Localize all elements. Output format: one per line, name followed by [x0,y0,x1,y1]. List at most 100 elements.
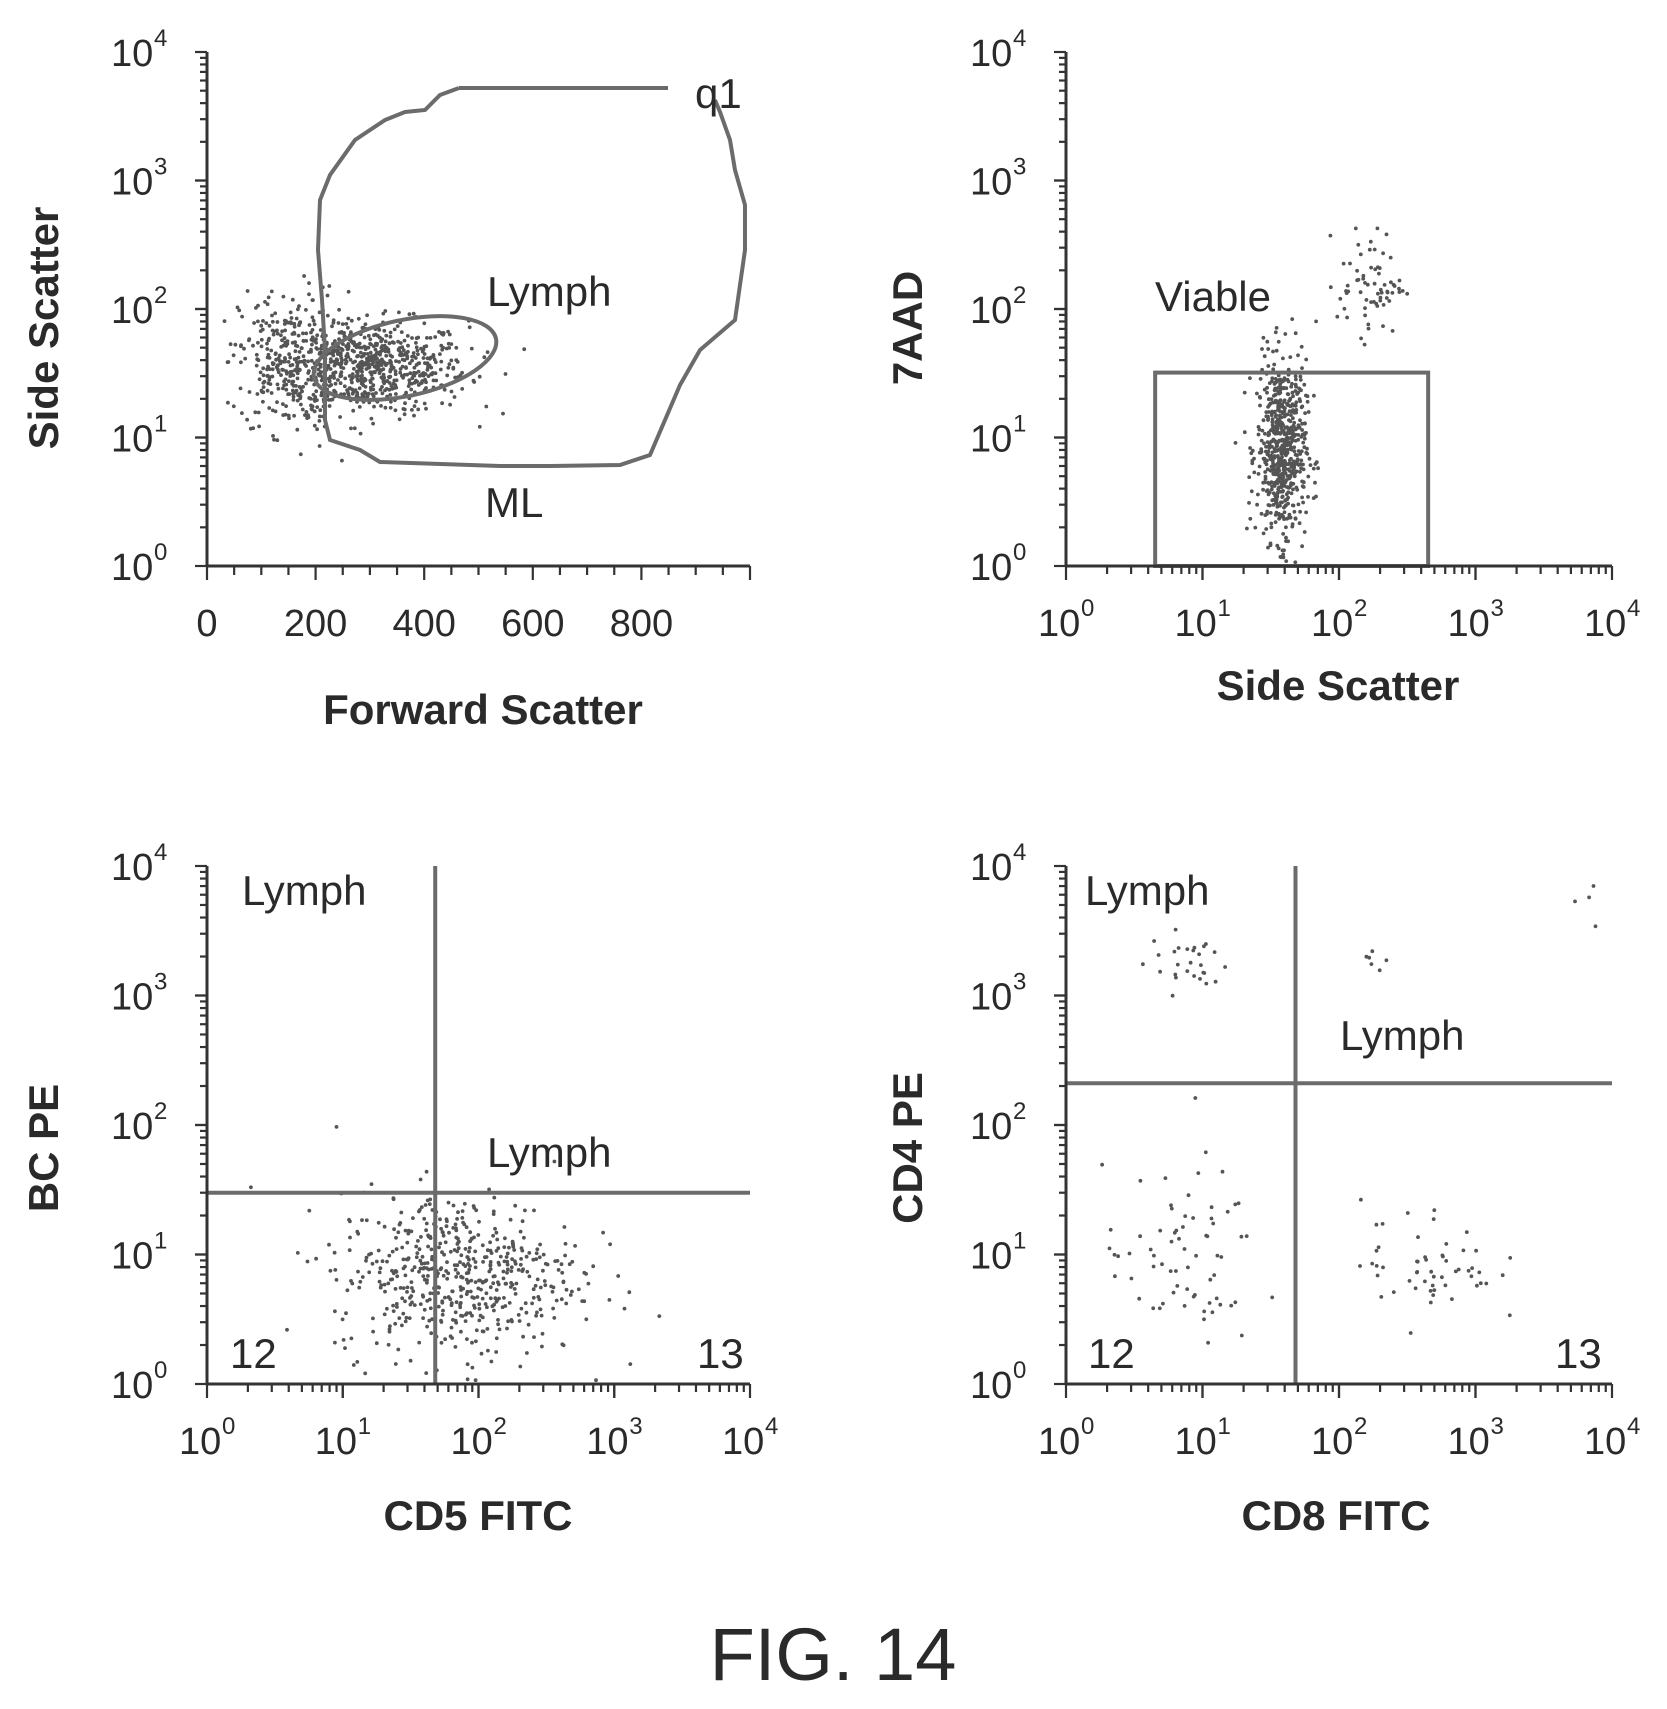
x-axis-title: CD8 FITC [1242,1492,1431,1539]
scatter-point [1298,509,1302,514]
scatter-point [393,369,398,373]
scatter-point [1299,458,1304,463]
scatter-point [1266,503,1271,507]
scatter-point [340,358,344,363]
scatter-point [332,1250,337,1255]
scatter-point [414,341,418,345]
scatter-point [1384,232,1389,237]
scatter-point [1286,501,1290,506]
scatter-point [391,365,396,370]
scatter-point [356,342,360,347]
scatter-point [491,1281,496,1286]
scatter-point [505,1262,510,1267]
scatter-point [383,388,387,393]
x-tick-label: 10 [1448,603,1490,645]
scatter-point [275,320,280,324]
scatter-point [418,373,422,378]
scatter-point [439,359,444,364]
scatter-point [425,1261,430,1265]
scatter-point [402,407,407,412]
scatter-point [469,1278,474,1283]
scatter-point [406,343,410,348]
scatter-panel-forward-vs-side: q1 Lymph ML 10 010 110 210 310 40 200 400 600 800… [20,25,752,733]
scatter-point [520,1269,525,1273]
scatter-point [1278,489,1282,494]
scatter-point [507,1245,511,1250]
scatter-point [1361,276,1366,281]
scatter-point [348,386,352,390]
scatter-point [1328,233,1333,238]
y-tick-label: 10 [970,33,1012,75]
scatter-point [1287,476,1292,481]
scatter-point [1297,386,1301,391]
scatter-point [460,387,465,391]
scatter-point [1286,379,1291,384]
scatter-point [1210,1310,1215,1315]
scatter-point [508,1217,513,1222]
scatter-point [317,310,322,315]
y-tick-label-exponent: 4 [154,839,167,866]
scatter-point [1261,480,1266,485]
scatter-point [1277,413,1282,418]
scatter-point [1223,965,1227,969]
scatter-point [438,352,442,356]
scatter-point [390,1277,395,1282]
scatter-point [510,1241,515,1246]
scatter-point [401,1286,406,1290]
scatter-point [379,1283,384,1288]
scatter-point [1302,530,1307,534]
scatter-point [1158,1228,1163,1233]
scatter-point [288,363,293,368]
scatter-point [346,325,350,330]
scatter-point [1290,390,1295,395]
scatter-point [412,373,417,378]
scatter-point [245,417,250,422]
scatter-point [255,392,260,396]
scatter-point [1384,296,1389,300]
scatter-point [495,1298,499,1303]
scatter-point [301,331,305,336]
scatter-point [397,360,401,364]
scatter-point [549,1284,554,1289]
scatter-point [1300,495,1304,500]
scatter-point [309,337,314,342]
scatter-point [1203,1150,1208,1155]
scatter-point [1280,500,1284,505]
scatter-point [405,1257,410,1262]
scatter-point [550,1289,555,1294]
scatter-point [226,400,230,405]
scatter-point [423,1203,428,1207]
scatter-point [357,405,362,409]
scatter-point [1239,1333,1244,1338]
scatter-point [519,1257,523,1261]
scatter-point [348,357,353,362]
scatter-point [314,337,318,341]
scatter-point [1370,949,1375,954]
scatter-point [1271,491,1276,496]
gate-label-viable: Viable [1155,273,1271,320]
scatter-point [419,1235,423,1239]
scatter-point [1276,385,1281,390]
scatter-point [491,1274,496,1279]
x-tick-label: 10 [1038,603,1080,645]
scatter-point [449,1325,454,1330]
scatter-point [1291,403,1295,408]
scatter-point [1397,286,1401,291]
scatter-point [340,1317,345,1322]
scatter-point [294,316,299,321]
scatter-point [1276,419,1281,424]
scatter-point [1260,347,1264,351]
scatter-point [422,1261,427,1266]
scatter-point [551,1306,555,1311]
scatter-point [357,366,362,371]
scatter-point [289,321,294,326]
scatter-point [351,1363,356,1367]
scatter-point [502,1245,507,1249]
scatter-point [282,322,287,326]
scatter-point [318,350,322,355]
scatter-point [355,392,360,397]
scatter-point [270,313,274,318]
scatter-point [261,373,266,378]
scatter-point [328,367,333,371]
scatter-point [337,362,342,367]
